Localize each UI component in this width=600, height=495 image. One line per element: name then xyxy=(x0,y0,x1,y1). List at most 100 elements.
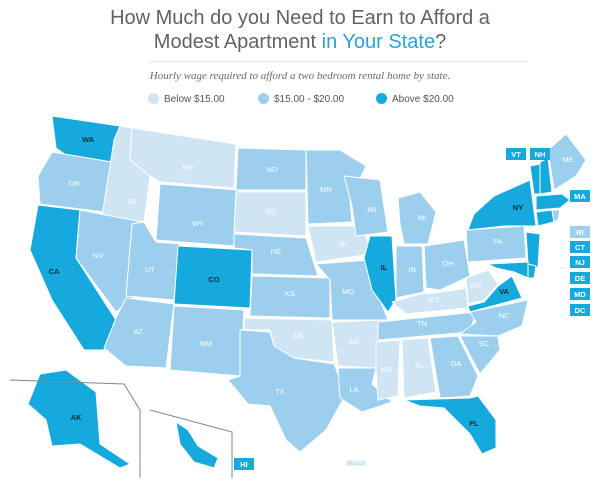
legend-swatch-low xyxy=(148,93,159,104)
state-FL[interactable] xyxy=(403,395,497,455)
state-AL[interactable] xyxy=(401,337,437,399)
state-label-MI: MI xyxy=(418,213,426,222)
legend-item-mid: $15.00 - $20.00 xyxy=(258,93,344,105)
state-MD[interactable] xyxy=(487,261,529,279)
state-box-label-NJ: NJ xyxy=(575,258,585,267)
inset-frames xyxy=(9,379,233,478)
state-label-NC: NC xyxy=(499,311,510,320)
state-OH[interactable] xyxy=(423,239,471,291)
state-MS[interactable] xyxy=(375,339,401,401)
title-plain: Modest Apartment xyxy=(153,31,322,53)
state-AK[interactable] xyxy=(27,369,131,469)
state-label-GA: GA xyxy=(451,359,462,368)
state-label-VA: VA xyxy=(499,287,509,296)
state-label-UT: UT xyxy=(145,265,155,274)
state-box-label-DE: DE xyxy=(575,274,585,283)
state-label-SC: SC xyxy=(479,339,490,348)
state-label-NV: NV xyxy=(93,251,103,260)
legend-swatch-high xyxy=(376,93,387,104)
state-box-label-NH: NH xyxy=(535,150,546,159)
state-SD[interactable] xyxy=(233,191,307,237)
state-NE[interactable] xyxy=(233,233,319,277)
state-ME[interactable] xyxy=(547,133,587,191)
legend-item-high: Above $20.00 xyxy=(376,93,454,105)
state-label-AR: AR xyxy=(349,337,360,346)
state-NY[interactable] xyxy=(467,179,537,231)
state-KY[interactable] xyxy=(391,287,469,315)
state-MT[interactable] xyxy=(129,127,237,189)
state-box-label-CT: CT xyxy=(575,243,585,252)
state-label-PA: PA xyxy=(493,237,502,246)
state-label-OK: OK xyxy=(293,331,304,340)
state-PA[interactable] xyxy=(465,225,527,263)
state-label-NY: NY xyxy=(513,203,523,212)
state-label-WY: WY xyxy=(192,219,204,228)
state-PR[interactable] xyxy=(345,459,367,467)
state-box-CT[interactable] xyxy=(570,241,590,253)
state-label-MN: MN xyxy=(320,185,332,194)
state-label-TN: TN xyxy=(417,319,427,328)
title-highlight: in Your State xyxy=(321,31,436,53)
state-label-LA: LA xyxy=(349,385,358,394)
title-line-2: Modest Apartment in Your State? xyxy=(0,30,600,54)
state-label-NE: NE xyxy=(271,247,281,256)
title-divider xyxy=(150,61,528,62)
state-labels: WA OR CA ID NV MT WY UT AZ CO NM ND SD NE KS OK TX MN IA MO… xyxy=(49,135,574,466)
state-label-IA: IA xyxy=(338,239,345,248)
state-label-CA: CA xyxy=(49,267,60,276)
state-WV[interactable] xyxy=(465,269,499,305)
state-NJ[interactable] xyxy=(525,231,541,269)
state-label-NM: NM xyxy=(200,339,212,348)
state-box-MD[interactable] xyxy=(570,288,590,300)
state-DE[interactable] xyxy=(527,263,537,279)
state-CT[interactable] xyxy=(535,209,555,227)
title-line-1: How Much do you Need to Earn to Afford a xyxy=(110,7,490,29)
state-label-ID: ID xyxy=(128,197,136,206)
state-label-AL: AL xyxy=(415,361,424,370)
state-label-MT: MT xyxy=(183,163,194,172)
legend-swatch-mid xyxy=(258,93,269,104)
state-box-label-DC: DC xyxy=(575,306,586,315)
state-OR[interactable] xyxy=(37,151,113,213)
state-box-DC[interactable] xyxy=(570,304,590,316)
state-label-SD: SD xyxy=(265,207,276,216)
state-label-ME: ME xyxy=(562,155,573,164)
state-SC[interactable] xyxy=(459,335,501,375)
state-MA[interactable] xyxy=(535,193,571,211)
state-label-WV: WV xyxy=(470,281,482,290)
legend-item-low: Below $15.00 xyxy=(148,93,225,105)
legend-label-high: Above $20.00 xyxy=(392,94,454,105)
state-label-WA: WA xyxy=(82,135,95,144)
state-label-PR: PR xyxy=(353,457,364,466)
state-label-ND: ND xyxy=(267,165,278,174)
state-label-OR: OR xyxy=(68,179,80,188)
state-WI[interactable] xyxy=(343,175,389,237)
state-box-HI[interactable] xyxy=(234,458,254,470)
state-WY[interactable] xyxy=(155,183,239,247)
state-VA[interactable] xyxy=(467,275,523,313)
state-NC[interactable] xyxy=(459,299,529,337)
state-IL[interactable] xyxy=(363,235,397,313)
state-ND[interactable] xyxy=(235,147,307,191)
state-box-MA[interactable] xyxy=(570,190,590,202)
state-box-label-HI: HI xyxy=(240,460,248,469)
state-box-NJ[interactable] xyxy=(570,256,590,268)
state-box-VT[interactable] xyxy=(506,148,526,160)
state-label-AZ: AZ xyxy=(133,327,143,336)
state-KS[interactable] xyxy=(249,275,331,319)
state-label-IL: IL xyxy=(381,263,388,272)
legend-label-mid: $15.00 - $20.00 xyxy=(274,94,345,105)
state-HI[interactable] xyxy=(175,421,219,469)
state-box-RI[interactable] xyxy=(570,226,590,238)
state-box-DE[interactable] xyxy=(570,272,590,284)
state-RI[interactable] xyxy=(551,209,561,223)
state-IN[interactable] xyxy=(395,245,425,299)
state-TX[interactable] xyxy=(227,329,347,453)
state-MI[interactable] xyxy=(397,191,437,245)
state-label-IN: IN xyxy=(408,265,416,274)
state-label-WI: WI xyxy=(367,205,376,214)
state-GA[interactable] xyxy=(429,335,479,399)
state-label-TX: TX xyxy=(275,387,285,396)
state-box-NH[interactable] xyxy=(530,148,550,160)
